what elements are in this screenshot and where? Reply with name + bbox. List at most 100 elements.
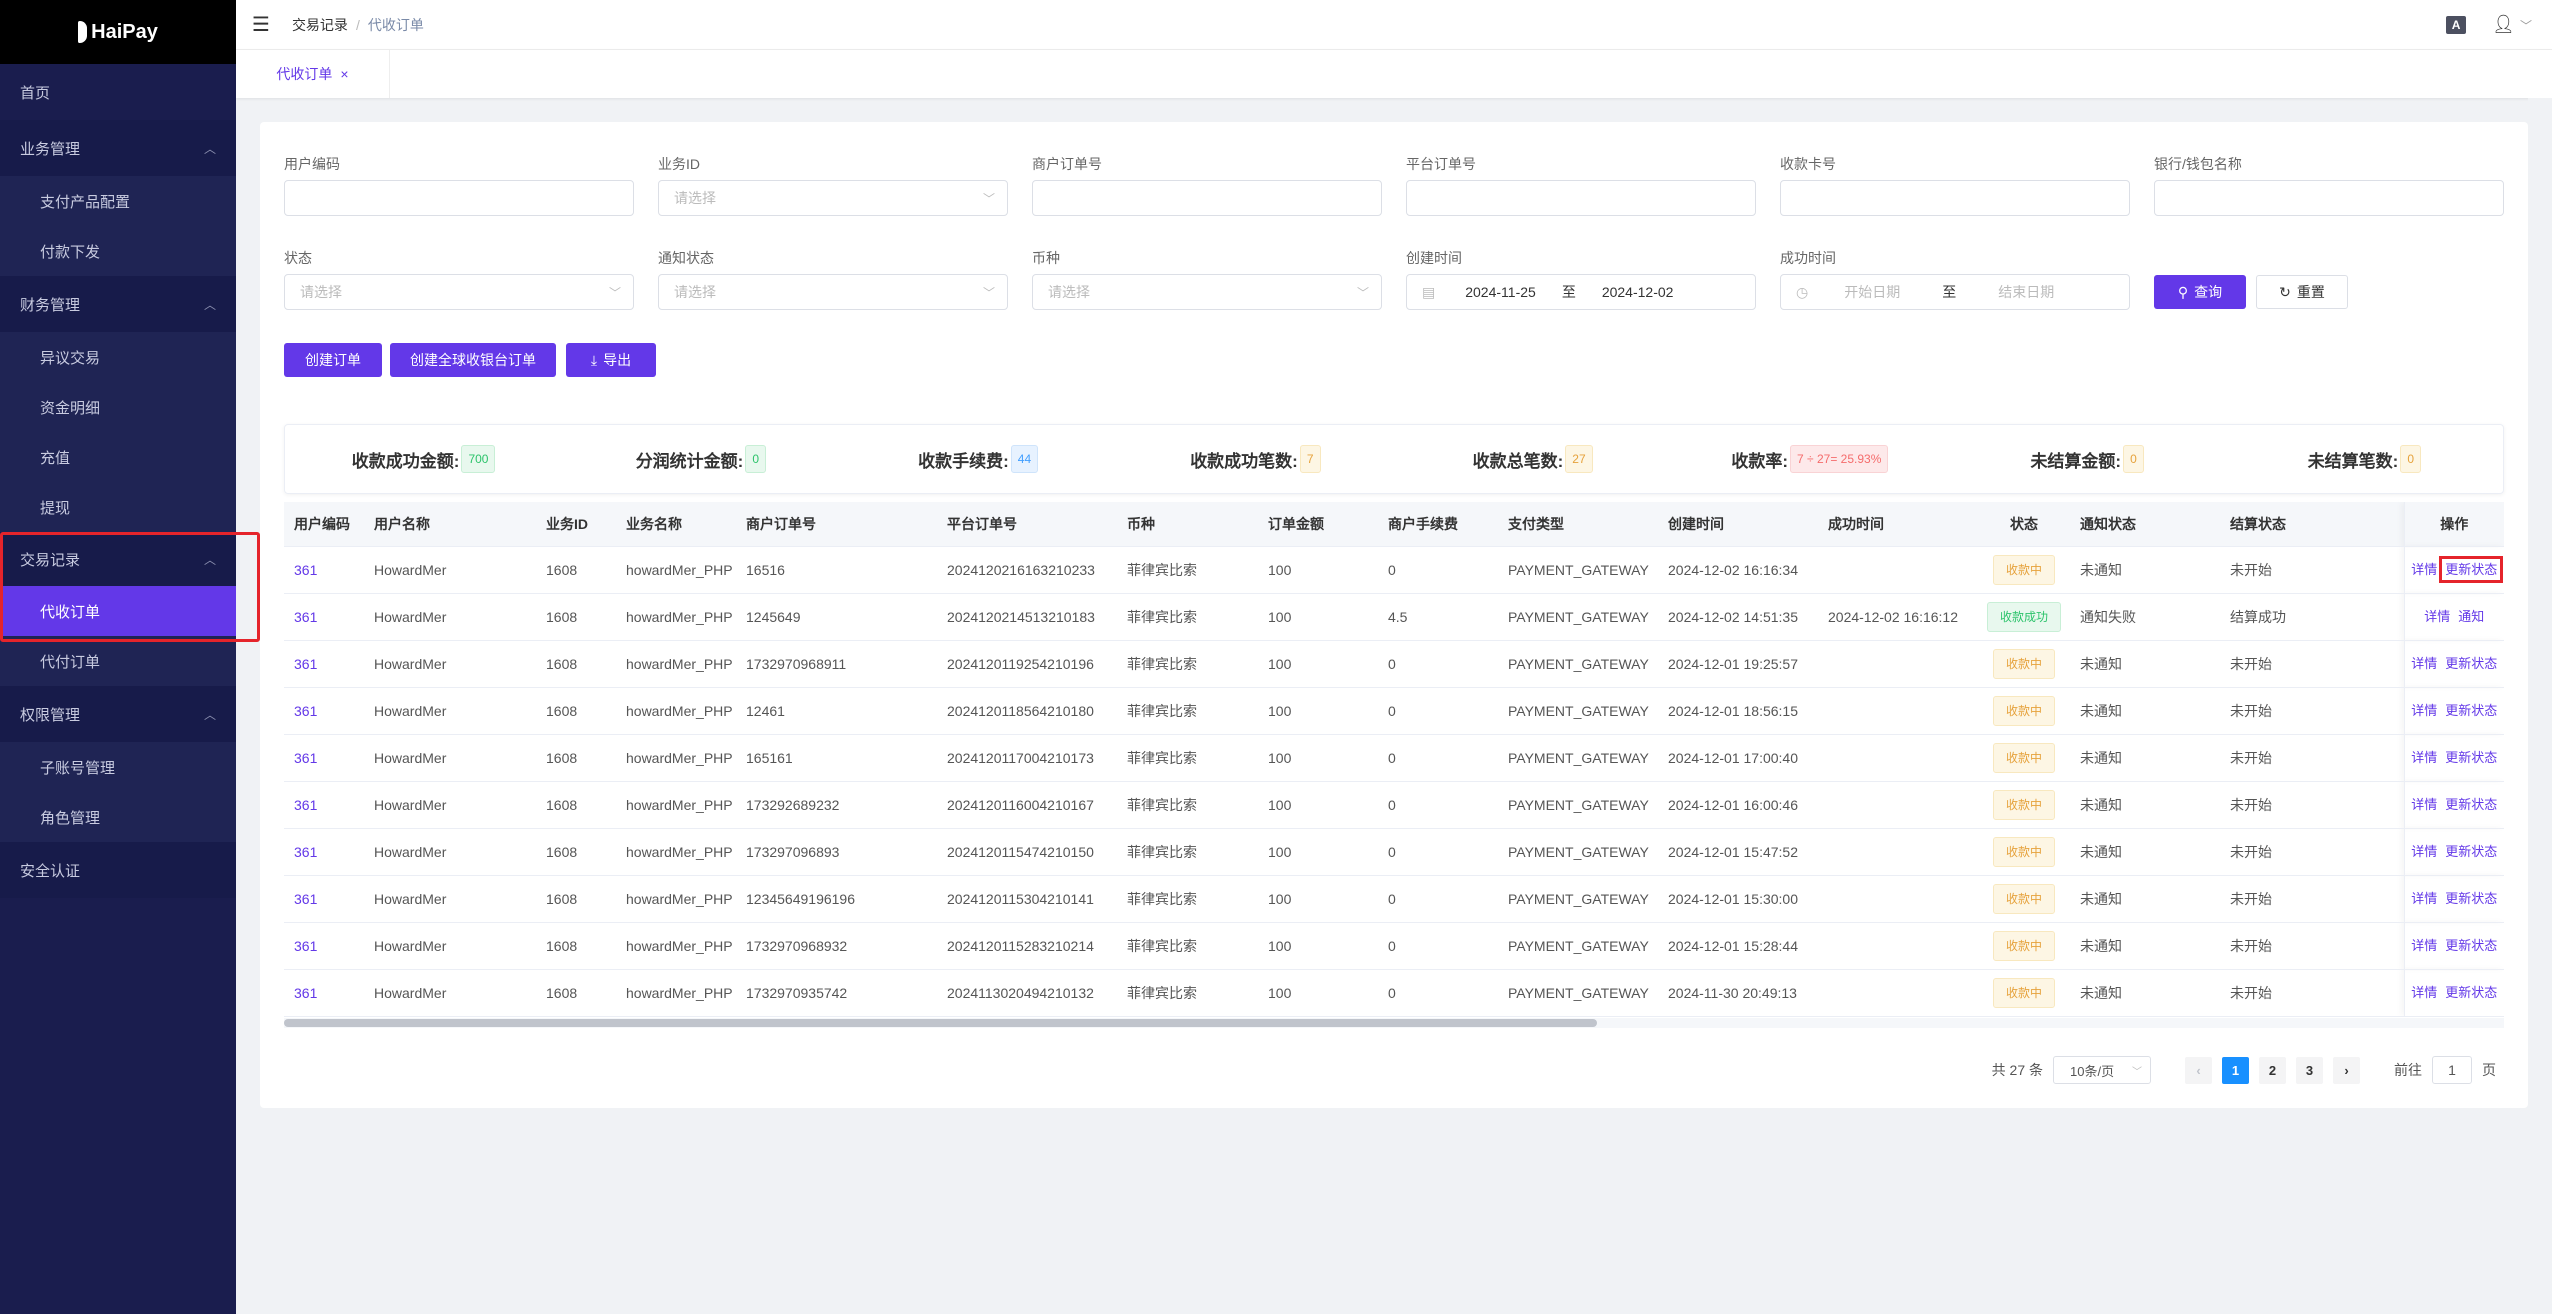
detail-link[interactable]: 详情 — [2411, 562, 2438, 577]
update-status-link[interactable]: 更新状态 — [2439, 556, 2504, 583]
detail-link[interactable]: 详情 — [2411, 985, 2438, 1000]
currency: 菲律宾比索 — [1117, 828, 1258, 876]
create-time-range[interactable]: ▤ 2024-11-25 至 2024-12-02 — [1406, 274, 1756, 310]
sidebar-item-roles[interactable]: 角色管理 — [40, 809, 101, 827]
update-status-link[interactable]: 更新状态 — [2445, 750, 2498, 765]
bank-name-input[interactable] — [2154, 180, 2504, 216]
menu-toggle-icon[interactable]: ☰ — [252, 14, 270, 36]
created-time: 2024-12-01 17:00:40 — [1658, 734, 1818, 782]
update-status-link[interactable]: 更新状态 — [2445, 985, 2498, 1000]
prev-page-button[interactable]: ‹ — [2185, 1056, 2212, 1084]
success-time-range[interactable]: ◷ 开始日期 至 结束日期 — [1780, 274, 2130, 310]
detail-link[interactable]: 详情 — [2411, 750, 2438, 765]
page-size-select[interactable]: 10条/页 ﹀ — [2053, 1056, 2151, 1084]
platform-order: 2024120115304210141 — [937, 875, 1117, 923]
total-count: 共 27 条 — [1991, 1062, 2043, 1078]
platform-order-label: 平台订单号 — [1406, 156, 1476, 172]
query-button[interactable]: ⚲ 查询 — [2154, 275, 2246, 309]
user-code-link[interactable]: 361 — [284, 546, 364, 594]
update-status-link[interactable]: 更新状态 — [2445, 844, 2498, 859]
goto-page-input[interactable]: 1 — [2432, 1056, 2472, 1084]
user-code-link[interactable]: 361 — [284, 593, 364, 641]
user-code-link[interactable]: 361 — [284, 922, 364, 970]
status-select[interactable]: 请选择 ﹀ — [284, 274, 634, 310]
reset-button[interactable]: ↻ 重置 — [2256, 275, 2348, 309]
update-status-link[interactable]: 更新状态 — [2445, 891, 2498, 906]
detail-link[interactable]: 详情 — [2411, 844, 2438, 859]
user-code-link[interactable]: 361 — [284, 734, 364, 782]
biz-name: howardMer_PHP — [616, 781, 736, 829]
update-status-link[interactable]: 更新状态 — [2445, 938, 2498, 953]
user-code-link[interactable]: 361 — [284, 781, 364, 829]
breadcrumb-item[interactable]: 交易记录 — [291, 16, 348, 33]
merchant-order-input[interactable] — [1032, 180, 1382, 216]
user-code-link[interactable]: 361 — [284, 640, 364, 688]
update-status-link[interactable]: 更新状态 — [2445, 656, 2498, 671]
user-code-input[interactable] — [284, 180, 634, 216]
update-status-link[interactable]: 更新状态 — [2445, 703, 2498, 718]
amount: 100 — [1258, 828, 1378, 876]
sidebar-item-withdraw[interactable]: 提现 — [40, 499, 71, 517]
sidebar-item-home[interactable]: 首页 — [20, 84, 51, 102]
sidebar-item-fund-details[interactable]: 资金明细 — [40, 399, 101, 417]
sidebar-item-security[interactable]: 安全认证 — [20, 862, 81, 880]
next-page-button[interactable]: › — [2333, 1056, 2360, 1084]
sidebar-item-disputes[interactable]: 异议交易 — [40, 349, 101, 367]
page-2-button[interactable]: 2 — [2259, 1056, 2286, 1084]
sidebar-group-permissions[interactable]: 权限管理 ︿ — [20, 706, 216, 724]
create-order-button[interactable]: 创建订单 — [284, 343, 382, 377]
biz-id: 1608 — [536, 546, 616, 594]
user-code-link[interactable]: 361 — [284, 828, 364, 876]
page-3-button[interactable]: 3 — [2296, 1056, 2323, 1084]
sidebar-item-collection-orders[interactable]: 代收订单 — [0, 586, 236, 636]
amount: 100 — [1258, 546, 1378, 594]
detail-link[interactable]: 详情 — [2411, 891, 2438, 906]
notify-link[interactable]: 通知 — [2458, 609, 2485, 624]
card-no-input[interactable] — [1780, 180, 2130, 216]
language-icon[interactable]: A — [2446, 15, 2467, 34]
success-time — [1818, 781, 1978, 829]
export-button[interactable]: ⤓ 导出 — [566, 343, 656, 377]
user-name: HowardMer — [364, 593, 536, 641]
user-code-link[interactable]: 361 — [284, 875, 364, 923]
user-code-link[interactable]: 361 — [284, 969, 364, 1017]
create-global-cashier-order-button[interactable]: 创建全球收银台订单 — [390, 343, 556, 377]
sidebar-item-recharge[interactable]: 充值 — [40, 449, 71, 467]
chevron-up-icon: ︿ — [203, 297, 216, 312]
table-row: 361 HowardMer 1608 howardMer_PHP 17329709689… — [284, 922, 2504, 970]
detail-link[interactable]: 详情 — [2411, 703, 2438, 718]
detail-link[interactable]: 详情 — [2411, 797, 2438, 812]
detail-link[interactable]: 详情 — [2411, 938, 2438, 953]
close-icon[interactable]: × — [340, 66, 349, 82]
fee: 4.5 — [1378, 593, 1498, 641]
user-name: HowardMer — [364, 828, 536, 876]
update-status-link[interactable]: 更新状态 — [2445, 797, 2498, 812]
currency-select[interactable]: 请选择 ﹀ — [1032, 274, 1382, 310]
sidebar-group-transactions[interactable]: 交易记录 ︿ — [20, 551, 216, 569]
notify-status-select[interactable]: 请选择 ﹀ — [658, 274, 1008, 310]
sidebar-item-payout[interactable]: 付款下发 — [40, 243, 101, 261]
detail-link[interactable]: 详情 — [2411, 656, 2438, 671]
table-row: 361 HowardMer 1608 howardMer_PHP 165161 20241… — [284, 734, 2504, 782]
status-badge: 收款中 — [1992, 742, 2055, 773]
sidebar-item-sub-accounts[interactable]: 子账号管理 — [40, 759, 116, 777]
pay-type: PAYMENT_GATEWAY — [1498, 781, 1658, 829]
created-time: 2024-12-02 16:16:34 — [1658, 546, 1818, 594]
sidebar-item-payout-orders[interactable]: 代付订单 — [40, 653, 101, 671]
business-id-select[interactable]: 请选择 ﹀ — [658, 180, 1008, 216]
status-badge: 收款中 — [1992, 648, 2055, 679]
notify-status-label: 通知状态 — [658, 250, 714, 266]
tab-collection-orders[interactable]: 代收订单 × — [236, 50, 390, 98]
refresh-icon: ↻ — [2279, 283, 2291, 300]
platform-order-input[interactable] — [1406, 180, 1756, 216]
user-menu-icon[interactable]: 👤︎ ﹀ — [2492, 14, 2532, 34]
sidebar-group-finance[interactable]: 财务管理 ︿ — [20, 296, 216, 314]
user-code-link[interactable]: 361 — [284, 687, 364, 735]
scrollbar-thumb[interactable] — [284, 1019, 1597, 1027]
page-1-button[interactable]: 1 — [2222, 1056, 2249, 1084]
settle-status: 结算成功 — [2220, 593, 2340, 641]
sidebar-item-payment-product-config[interactable]: 支付产品配置 — [40, 193, 131, 211]
horizontal-scrollbar[interactable] — [284, 1018, 2504, 1028]
sidebar-group-business[interactable]: 业务管理 ︿ — [20, 140, 216, 158]
detail-link[interactable]: 详情 — [2424, 609, 2451, 624]
